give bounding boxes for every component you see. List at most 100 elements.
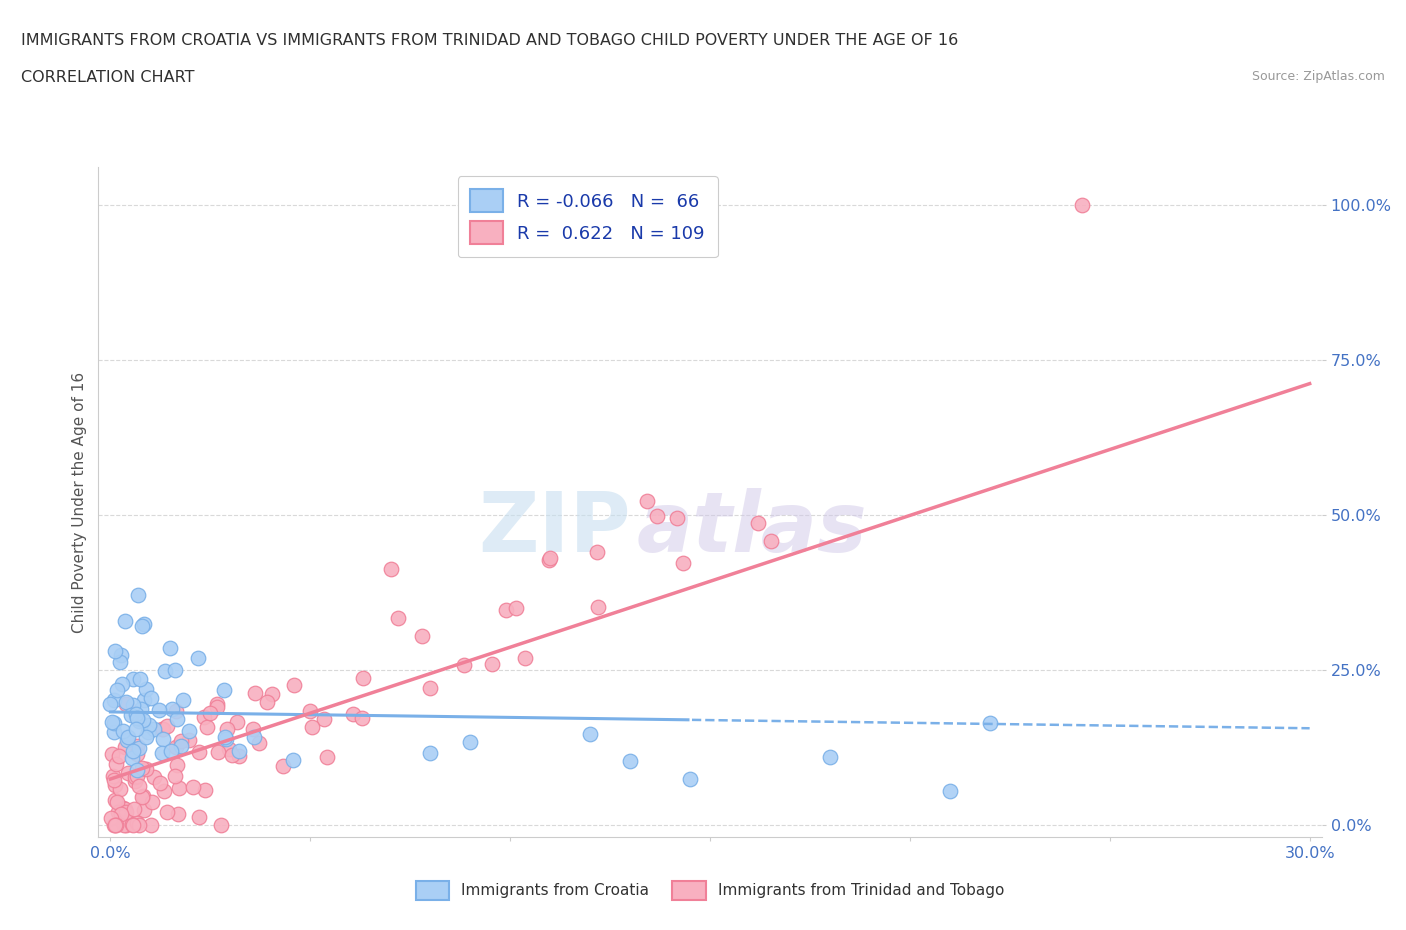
- Point: [103, 724, 125, 739]
- Point: [228, 743, 250, 758]
- Point: [163, 768, 186, 783]
- Point: [172, 693, 194, 708]
- Point: [115, 697, 138, 711]
- Point: [128, 671, 150, 686]
- Point: [122, 802, 145, 817]
- Point: [101, 769, 124, 784]
- Point: [124, 774, 146, 789]
- Point: [114, 805, 136, 820]
- Point: [939, 784, 962, 799]
- Point: [166, 757, 188, 772]
- Point: [538, 551, 561, 565]
- Point: [538, 552, 561, 567]
- Point: [665, 511, 688, 525]
- Point: [128, 740, 150, 755]
- Text: atlas: atlas: [637, 488, 868, 569]
- Point: [114, 801, 136, 816]
- Point: [149, 776, 172, 790]
- Point: [143, 769, 166, 784]
- Point: [108, 749, 131, 764]
- Point: [228, 749, 250, 764]
- Point: [111, 677, 134, 692]
- Point: [513, 650, 536, 665]
- Point: [124, 770, 146, 785]
- Point: [352, 671, 374, 685]
- Legend: Immigrants from Croatia, Immigrants from Trinidad and Tobago: Immigrants from Croatia, Immigrants from…: [409, 874, 1011, 907]
- Point: [132, 789, 155, 804]
- Point: [100, 810, 122, 825]
- Point: [271, 758, 294, 773]
- Point: [586, 544, 609, 559]
- Point: [104, 817, 127, 832]
- Point: [177, 732, 200, 747]
- Point: [107, 804, 129, 819]
- Point: [131, 790, 153, 804]
- Point: [194, 782, 217, 797]
- Point: [221, 748, 243, 763]
- Point: [645, 509, 668, 524]
- Point: [193, 709, 215, 724]
- Point: [167, 780, 190, 795]
- Point: [169, 733, 191, 748]
- Point: [132, 712, 155, 727]
- Point: [112, 817, 135, 832]
- Point: [114, 613, 136, 628]
- Point: [104, 644, 127, 658]
- Point: [243, 686, 266, 701]
- Point: [209, 817, 232, 832]
- Point: [121, 751, 143, 765]
- Point: [481, 657, 503, 671]
- Point: [138, 718, 160, 733]
- Point: [1070, 197, 1092, 212]
- Point: [110, 806, 132, 821]
- Point: [103, 817, 125, 832]
- Point: [150, 722, 173, 737]
- Point: [160, 744, 183, 759]
- Point: [205, 699, 228, 714]
- Point: [128, 817, 150, 832]
- Point: [818, 750, 841, 764]
- Point: [122, 672, 145, 687]
- Point: [115, 732, 138, 747]
- Point: [104, 777, 127, 792]
- Point: [165, 739, 187, 754]
- Point: [135, 682, 157, 697]
- Point: [153, 663, 176, 678]
- Point: [672, 555, 695, 570]
- Point: [283, 752, 305, 767]
- Point: [212, 683, 235, 698]
- Point: [103, 773, 125, 788]
- Point: [200, 706, 222, 721]
- Point: [183, 780, 205, 795]
- Point: [242, 722, 264, 737]
- Point: [150, 746, 173, 761]
- Point: [152, 722, 174, 737]
- Point: [214, 730, 236, 745]
- Point: [215, 732, 238, 747]
- Point: [104, 792, 127, 807]
- Point: [117, 729, 139, 744]
- Point: [165, 662, 187, 677]
- Point: [117, 765, 139, 780]
- Point: [127, 588, 149, 603]
- Point: [759, 533, 782, 548]
- Point: [115, 804, 138, 819]
- Point: [419, 681, 441, 696]
- Point: [215, 722, 238, 737]
- Point: [108, 655, 131, 670]
- Point: [247, 736, 270, 751]
- Point: [108, 781, 131, 796]
- Point: [218, 741, 240, 756]
- Point: [188, 744, 211, 759]
- Point: [187, 810, 209, 825]
- Point: [111, 724, 134, 738]
- Point: [134, 803, 156, 817]
- Point: [177, 724, 200, 738]
- Point: [169, 738, 191, 753]
- Point: [141, 794, 163, 809]
- Point: [156, 804, 179, 819]
- Point: [121, 817, 143, 832]
- Point: [121, 744, 143, 759]
- Point: [156, 719, 179, 734]
- Point: [243, 729, 266, 744]
